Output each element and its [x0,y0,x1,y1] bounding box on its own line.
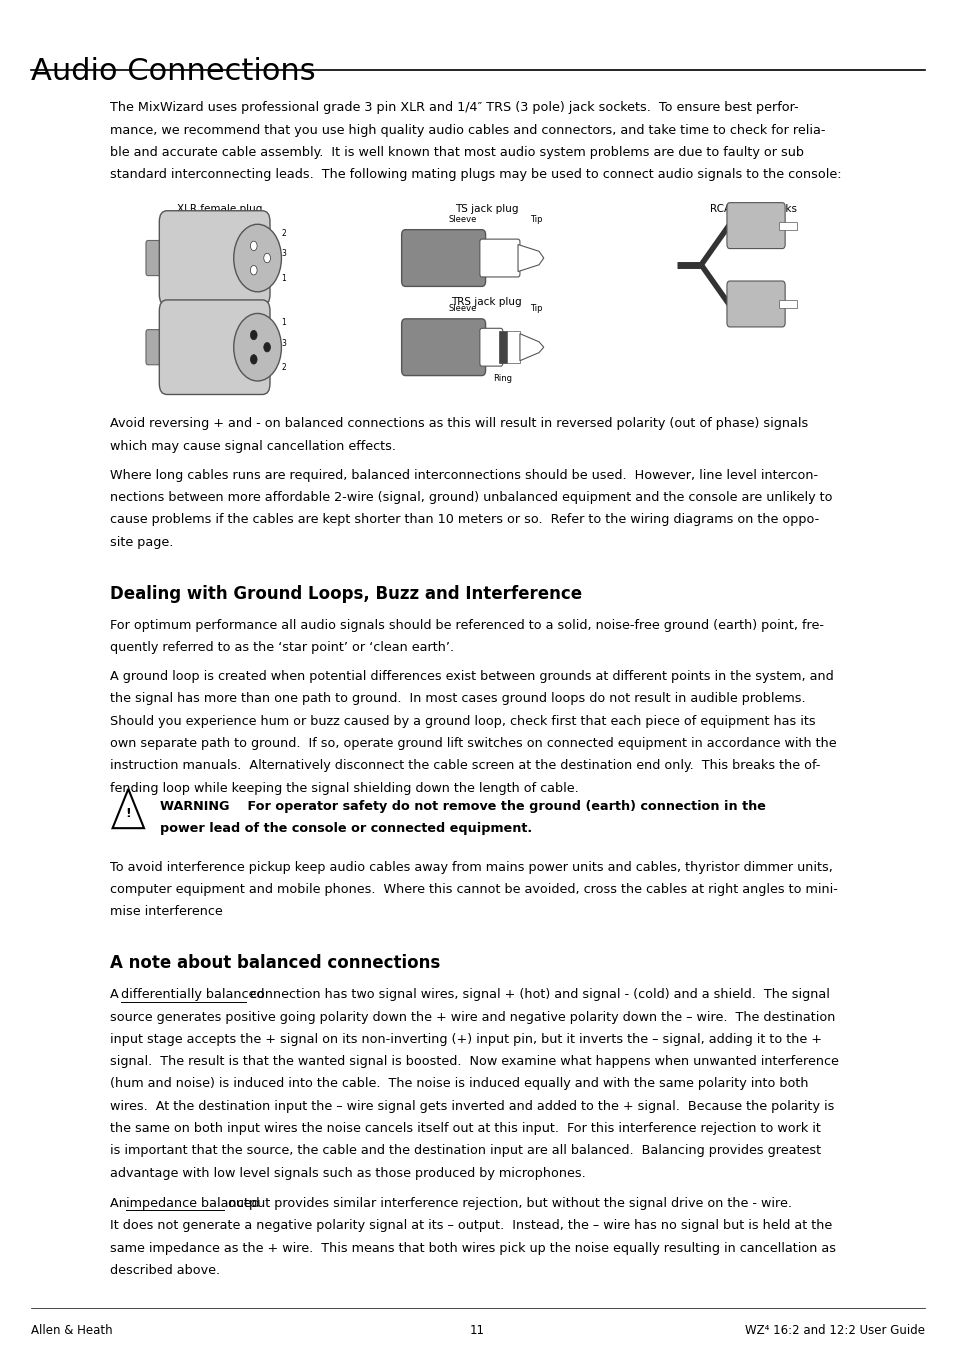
Text: (hum and noise) is induced into the cable.  The noise is induced equally and wit: (hum and noise) is induced into the cabl… [110,1077,807,1090]
Text: 3: 3 [281,250,286,258]
Text: 3: 3 [281,339,286,347]
Text: XLR female plug: XLR female plug [176,204,262,213]
Text: WZ⁴ 16:2 and 12:2 User Guide: WZ⁴ 16:2 and 12:2 User Guide [744,1324,924,1337]
FancyBboxPatch shape [479,239,519,277]
Text: Tip: Tip [529,304,542,313]
Text: The MixWizard uses professional grade 3 pin XLR and 1/4″ TRS (3 pole) jack socke: The MixWizard uses professional grade 3 … [110,101,798,115]
Text: For optimum performance all audio signals should be referenced to a solid, noise: For optimum performance all audio signal… [110,619,822,632]
Bar [498,331,506,363]
Text: Should you experience hum or buzz caused by a ground loop, check first that each: Should you experience hum or buzz caused… [110,715,815,728]
FancyBboxPatch shape [159,300,270,394]
Text: power lead of the console or connected equipment.: power lead of the console or connected e… [160,821,532,835]
FancyBboxPatch shape [479,328,502,366]
Circle shape [263,253,271,262]
FancyBboxPatch shape [401,319,485,376]
Text: A: A [110,988,122,1001]
Text: !: ! [125,807,132,820]
Text: Avoid reversing + and - on balanced connections as this will result in reversed : Avoid reversing + and - on balanced conn… [110,417,807,431]
Text: nections between more affordable 2-wire (signal, ground) unbalanced equipment an: nections between more affordable 2-wire … [110,490,831,504]
Bar [506,331,519,363]
Circle shape [250,354,257,363]
Text: standard interconnecting leads.  The following mating plugs may be used to conne: standard interconnecting leads. The foll… [110,168,841,181]
Circle shape [233,313,281,381]
Text: Tip: Tip [529,215,542,224]
Text: A note about balanced connections: A note about balanced connections [110,954,439,973]
Text: wires.  At the destination input the – wire signal gets inverted and added to th: wires. At the destination input the – wi… [110,1100,833,1113]
Bar [779,222,796,230]
Bar [779,300,796,308]
FancyBboxPatch shape [146,330,171,365]
Polygon shape [112,789,144,828]
FancyBboxPatch shape [146,240,171,276]
Circle shape [250,240,257,250]
Circle shape [263,342,271,351]
Text: An: An [110,1197,131,1210]
FancyBboxPatch shape [726,203,784,249]
Text: ble and accurate cable assembly.  It is well known that most audio system proble: ble and accurate cable assembly. It is w… [110,146,802,159]
Text: 11: 11 [469,1324,484,1337]
Text: the signal has more than one path to ground.  In most cases ground loops do not : the signal has more than one path to gro… [110,692,804,705]
Text: Sleeve: Sleeve [448,304,476,313]
Text: instruction manuals.  Alternatively disconnect the cable screen at the destinati: instruction manuals. Alternatively disco… [110,759,820,773]
Circle shape [250,330,257,339]
Text: XLR male plug: XLR male plug [182,297,256,307]
Text: same impedance as the + wire.  This means that both wires pick up the noise equa: same impedance as the + wire. This means… [110,1242,835,1255]
Text: advantage with low level signals such as those produced by microphones.: advantage with low level signals such as… [110,1166,585,1179]
Text: cause problems if the cables are kept shorter than 10 meters or so.  Refer to th: cause problems if the cables are kept sh… [110,513,818,527]
Text: Ring: Ring [493,374,512,384]
Text: Where long cables runs are required, balanced interconnections should be used.  : Where long cables runs are required, bal… [110,469,817,482]
Text: It does not generate a negative polarity signal at its – output.  Instead, the –: It does not generate a negative polarity… [110,1219,831,1232]
Text: 2: 2 [281,363,286,372]
Text: mise interference: mise interference [110,905,222,919]
Text: which may cause signal cancellation effects.: which may cause signal cancellation effe… [110,439,395,453]
Text: is important that the source, the cable and the destination input are all balanc: is important that the source, the cable … [110,1144,820,1158]
FancyBboxPatch shape [726,281,784,327]
Text: 2: 2 [281,230,286,238]
Text: 1: 1 [281,319,286,327]
Polygon shape [517,245,543,272]
Text: impedance balanced: impedance balanced [126,1197,259,1210]
Text: the same on both input wires the noise cancels itself out at this input.  For th: the same on both input wires the noise c… [110,1121,820,1135]
Text: connection has two signal wires, signal + (hot) and signal - (cold) and a shield: connection has two signal wires, signal … [246,988,829,1001]
Text: signal.  The result is that the wanted signal is boosted.  Now examine what happ: signal. The result is that the wanted si… [110,1055,838,1069]
Text: Dealing with Ground Loops, Buzz and Interference: Dealing with Ground Loops, Buzz and Inte… [110,585,581,603]
Text: Audio Connections: Audio Connections [31,57,315,85]
Text: described above.: described above. [110,1263,219,1277]
Text: input stage accepts the + signal on its non-inverting (+) input pin, but it inve: input stage accepts the + signal on its … [110,1032,821,1046]
Circle shape [250,265,257,274]
Text: To avoid interference pickup keep audio cables away from mains power units and c: To avoid interference pickup keep audio … [110,861,832,874]
Text: own separate path to ground.  If so, operate ground lift switches on connected e: own separate path to ground. If so, oper… [110,736,836,750]
Text: computer equipment and mobile phones.  Where this cannot be avoided, cross the c: computer equipment and mobile phones. Wh… [110,882,837,896]
Text: TRS jack plug: TRS jack plug [451,297,521,307]
Text: differentially balanced: differentially balanced [120,988,264,1001]
Polygon shape [519,334,543,361]
Text: TS jack plug: TS jack plug [455,204,517,213]
Text: fending loop while keeping the signal shielding down the length of cable.: fending loop while keeping the signal sh… [110,781,578,794]
Text: WARNING    For operator safety do not remove the ground (earth) connection in th: WARNING For operator safety do not remov… [160,800,765,813]
Circle shape [233,224,281,292]
Text: source generates positive going polarity down the + wire and negative polarity d: source generates positive going polarity… [110,1011,834,1024]
Text: quently referred to as the ‘star point’ or ‘clean earth’.: quently referred to as the ‘star point’ … [110,640,454,654]
FancyBboxPatch shape [401,230,485,286]
Text: output provides similar interference rejection, but without the signal drive on : output provides similar interference rej… [224,1197,791,1210]
Text: mance, we recommend that you use high quality audio cables and connectors, and t: mance, we recommend that you use high qu… [110,123,824,136]
Text: A ground loop is created when potential differences exist between grounds at dif: A ground loop is created when potential … [110,670,833,684]
Text: RCA phono jacks: RCA phono jacks [709,204,797,213]
Text: 1: 1 [281,274,286,282]
Text: Sleeve: Sleeve [448,215,476,224]
Text: Allen & Heath: Allen & Heath [31,1324,113,1337]
FancyBboxPatch shape [159,211,270,305]
Text: site page.: site page. [110,535,172,549]
